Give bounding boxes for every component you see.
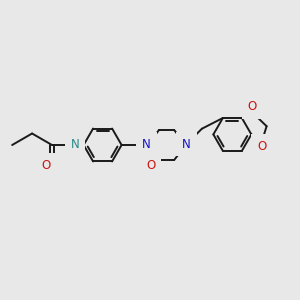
Text: N: N [70, 137, 80, 151]
Text: O: O [257, 140, 266, 153]
Text: O: O [146, 159, 155, 172]
Text: N: N [142, 137, 151, 151]
Text: O: O [41, 159, 51, 172]
Text: O: O [248, 100, 257, 113]
Text: H: H [71, 134, 79, 144]
Text: N: N [182, 137, 191, 151]
